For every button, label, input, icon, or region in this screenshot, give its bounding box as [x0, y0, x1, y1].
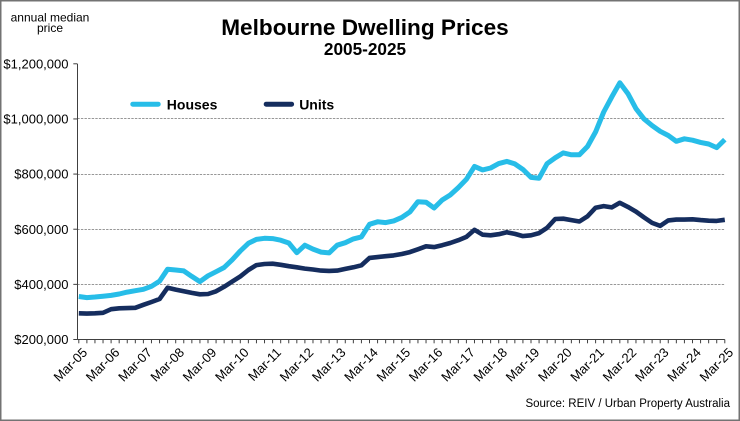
svg-text:$600,000: $600,000 [14, 222, 68, 237]
svg-text:Melbourne Dwelling Prices: Melbourne Dwelling Prices [221, 15, 509, 40]
svg-text:Houses: Houses [167, 96, 218, 112]
svg-text:Source: REIV / Urban Property: Source: REIV / Urban Property Australia [525, 398, 730, 410]
svg-text:$1,000,000: $1,000,000 [3, 112, 68, 127]
svg-text:$200,000: $200,000 [14, 332, 68, 347]
svg-text:annual median: annual median [11, 10, 90, 24]
svg-text:$400,000: $400,000 [14, 277, 68, 292]
svg-text:price: price [37, 21, 63, 35]
svg-text:$800,000: $800,000 [14, 167, 68, 182]
svg-text:2005-2025: 2005-2025 [324, 39, 407, 59]
svg-text:$1,200,000: $1,200,000 [3, 56, 68, 71]
svg-text:Units: Units [299, 96, 334, 112]
